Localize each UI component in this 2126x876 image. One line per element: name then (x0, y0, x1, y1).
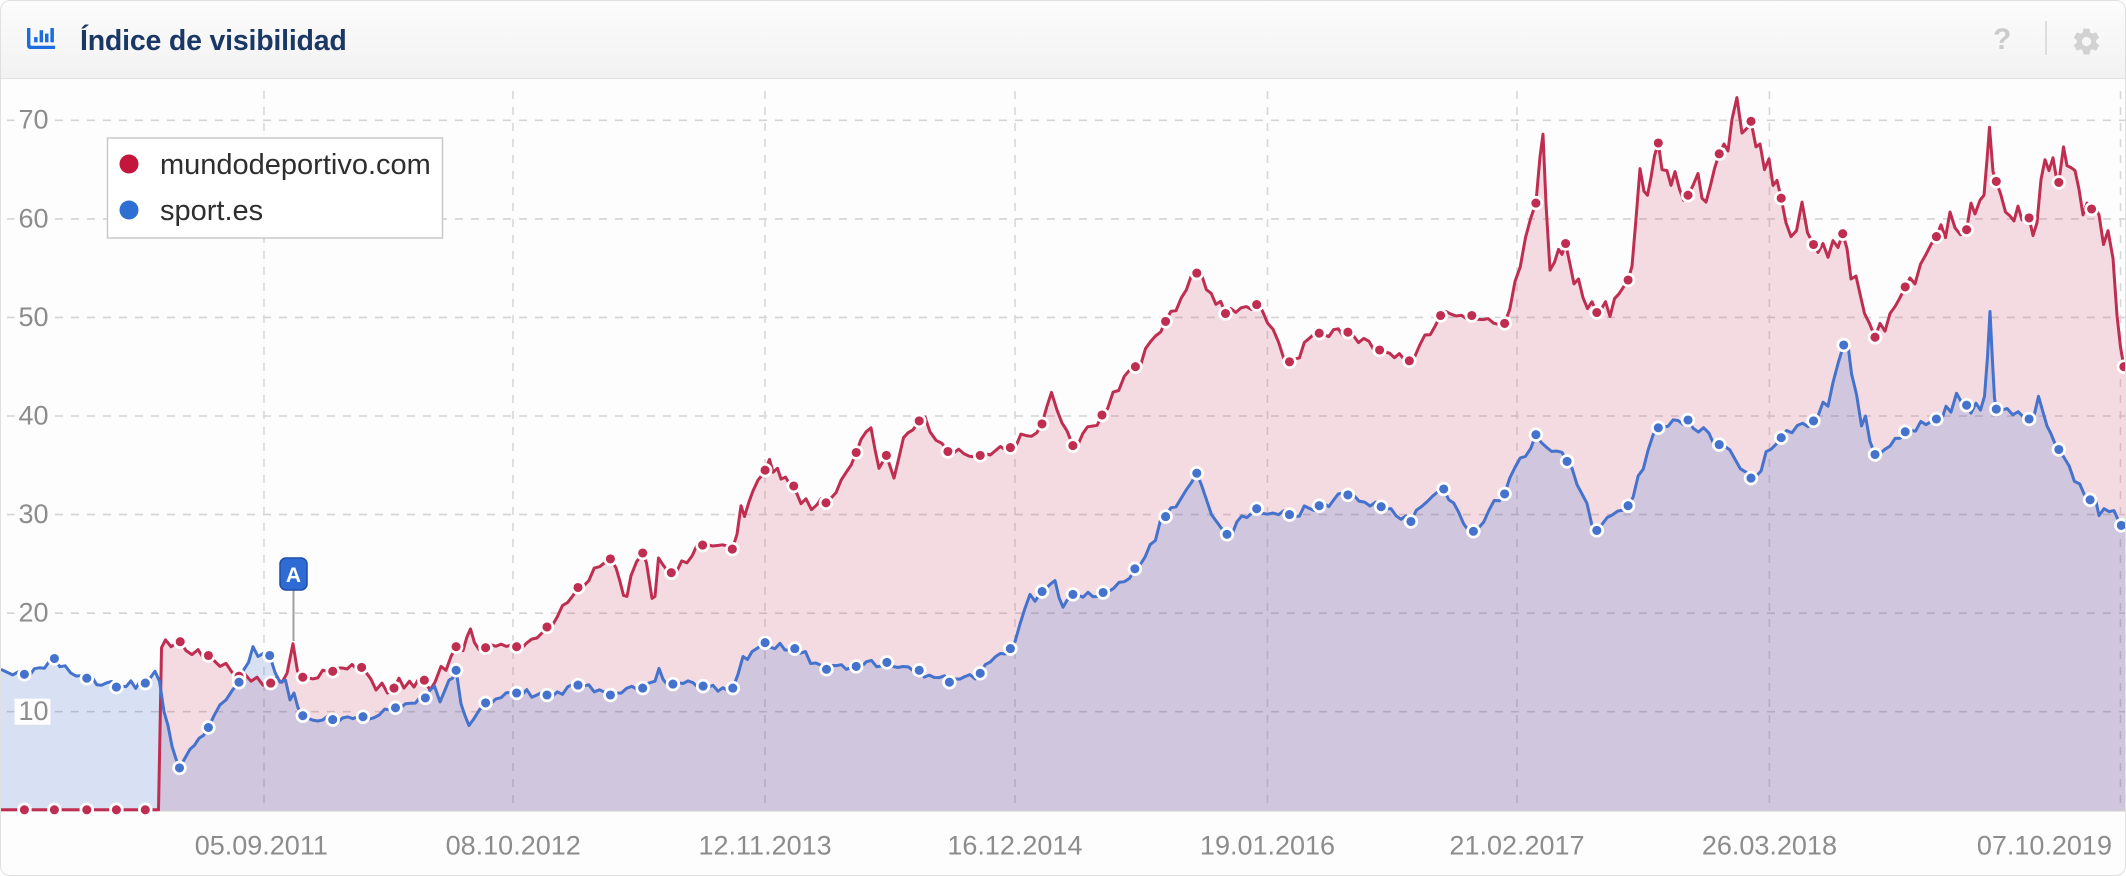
svg-text:21.02.2017: 21.02.2017 (1449, 831, 1584, 861)
svg-text:70: 70 (18, 105, 48, 135)
svg-text:12.11.2013: 12.11.2013 (699, 831, 832, 861)
svg-text:A: A (286, 564, 301, 587)
svg-text:20: 20 (18, 598, 48, 628)
svg-text:mundodeportivo.com: mundodeportivo.com (160, 149, 431, 181)
svg-text:08.10.2012: 08.10.2012 (446, 831, 581, 861)
svg-text:30: 30 (18, 499, 48, 529)
svg-text:50: 50 (18, 302, 48, 332)
svg-text:60: 60 (18, 203, 48, 233)
svg-text:26.03.2018: 26.03.2018 (1702, 831, 1837, 861)
svg-text:16.12.2014: 16.12.2014 (947, 831, 1082, 861)
svg-text:19.01.2016: 19.01.2016 (1200, 831, 1335, 861)
svg-text:40: 40 (18, 400, 48, 430)
svg-text:sport.es: sport.es (160, 195, 263, 227)
svg-text:05.09.2011: 05.09.2011 (195, 831, 328, 861)
svg-text:10: 10 (18, 696, 48, 726)
svg-text:07.10.2019: 07.10.2019 (1977, 831, 2112, 861)
